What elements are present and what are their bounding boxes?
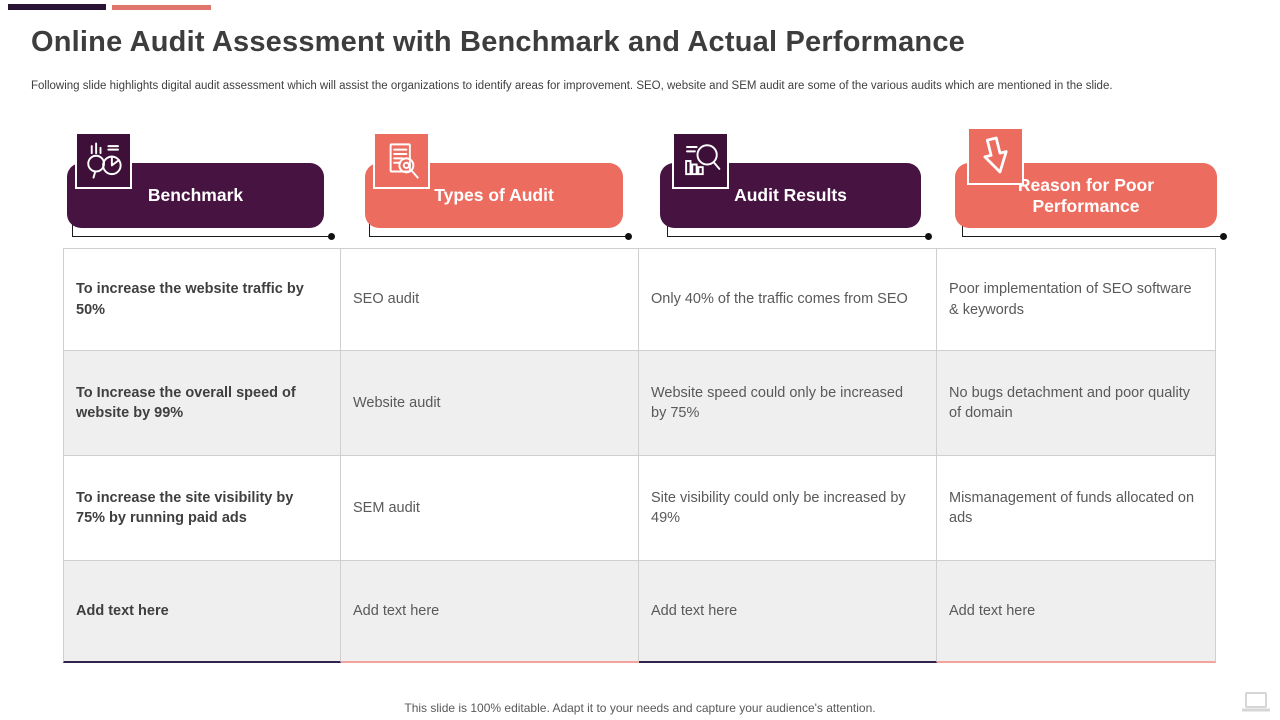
column-header-label: Benchmark <box>147 185 244 205</box>
column-header-types-of-audit: Types of Audit <box>365 163 623 228</box>
down-arrow-icon <box>967 127 1024 185</box>
audit-checklist-icon <box>373 132 430 189</box>
footer-note: This slide is 100% editable. Adapt it to… <box>404 701 876 715</box>
chart-magnifier-icon <box>672 132 729 189</box>
column-header-label: Reason for Poor Performance <box>1017 174 1155 216</box>
table-cell: Site visibility could only be increased … <box>639 455 937 560</box>
connector-dot <box>1220 233 1227 240</box>
table-cell: Only 40% of the traffic comes from SEO <box>639 248 937 350</box>
page-title: Online Audit Assessment with Benchmark a… <box>31 26 965 58</box>
column-header-benchmark: Benchmark <box>67 163 324 228</box>
accent-bar-purple <box>8 4 106 10</box>
connector-dot <box>925 233 932 240</box>
table-cell: SEO audit <box>341 248 639 350</box>
column-header-label: Types of Audit <box>434 185 554 205</box>
table-cell: To Increase the overall speed of website… <box>63 350 341 455</box>
connector-dot <box>625 233 632 240</box>
table-cell: Poor implementation of SEO software & ke… <box>937 248 1216 350</box>
table-cell: Website speed could only be increased by… <box>639 350 937 455</box>
placeholder-text-cell[interactable]: Add text here <box>341 560 639 663</box>
table-cell: Mismanagement of funds allocated on ads <box>937 455 1216 560</box>
connector-dot <box>328 233 335 240</box>
table-cell: Website audit <box>341 350 639 455</box>
table-cell: SEM audit <box>341 455 639 560</box>
accent-bar-coral <box>112 5 211 10</box>
placeholder-text-cell[interactable]: Add text here <box>639 560 937 663</box>
placeholder-text-cell[interactable]: Add text here <box>937 560 1216 663</box>
column-header-label: Audit Results <box>734 185 847 205</box>
laptop-icon <box>1240 690 1272 719</box>
slide-subtitle: Following slide highlights digital audit… <box>31 80 1113 92</box>
audit-table: To increase the website traffic by 50% S… <box>63 248 1216 663</box>
table-cell: To increase the site visibility by 75% b… <box>63 455 341 560</box>
placeholder-text-cell[interactable]: Add text here <box>63 560 341 663</box>
magnifier-chart-icon <box>75 132 132 189</box>
table-cell: No bugs detachment and poor quality of d… <box>937 350 1216 455</box>
table-cell: To increase the website traffic by 50% <box>63 248 341 350</box>
